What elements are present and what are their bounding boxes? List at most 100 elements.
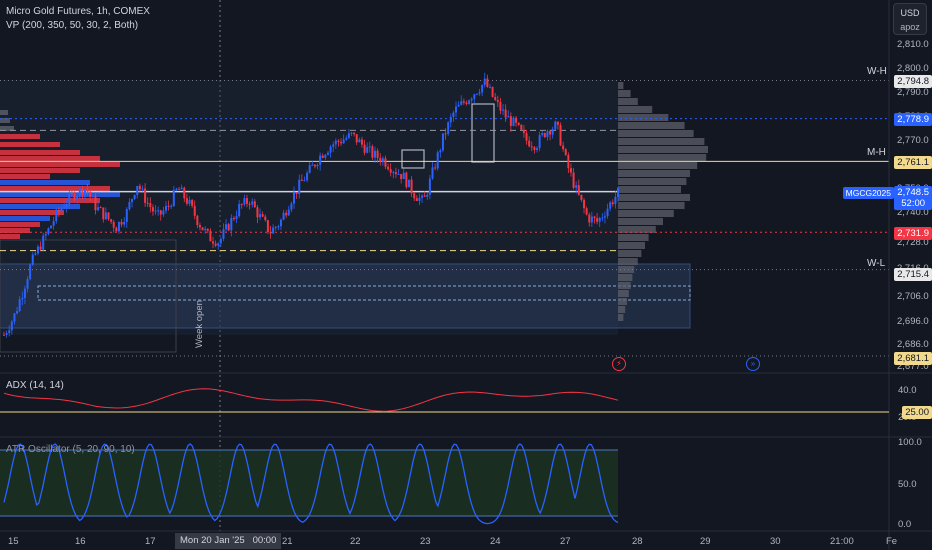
candle-body-0 (3, 334, 5, 336)
candle-body-16 (44, 234, 47, 236)
candle-body-39 (104, 212, 107, 220)
atr-line (3, 443, 619, 525)
candle-body-96 (253, 201, 256, 208)
price-box-wh: 2,794.8 (894, 75, 932, 88)
candle-body-165 (434, 167, 437, 169)
candle-body-41 (110, 219, 113, 222)
candle-body-85 (225, 224, 228, 230)
countdown: 52:00 (901, 198, 926, 209)
candle-body-57 (151, 207, 154, 212)
candle-body-212 (556, 121, 559, 125)
candle-body-219 (575, 185, 578, 188)
candle-body-195 (512, 117, 515, 126)
candle-body-97 (256, 207, 259, 218)
candle-body-80 (212, 241, 215, 244)
candle-body-42 (112, 221, 115, 228)
price-tick-11: 2,696.0 (897, 316, 929, 327)
vp-bar-left-2 (0, 126, 14, 131)
candle-body-86 (227, 224, 230, 231)
candle-body-68 (180, 187, 183, 190)
vp-bar-left-9 (0, 174, 50, 179)
candle-body-146 (384, 158, 387, 167)
price-box-wl: 2,715.4 (894, 268, 932, 281)
time-tick-3: 21 (282, 536, 293, 547)
currency-button[interactable]: USD apoz (893, 3, 927, 35)
candle-body-220 (577, 185, 580, 195)
candle-body-15 (42, 235, 45, 250)
candle-body-21 (57, 209, 60, 212)
vp-bar-left-16 (0, 216, 50, 221)
candle-body-26 (70, 193, 73, 195)
candle-body-183 (481, 84, 484, 93)
candle-body-62 (164, 205, 167, 211)
candle-body-112 (295, 192, 298, 194)
vp-bar-right-6 (618, 130, 694, 137)
candle-body-200 (525, 133, 528, 141)
vp-bar-right-13 (618, 186, 681, 193)
candle-body-118 (311, 164, 314, 166)
candle-body-30 (81, 188, 84, 196)
candle-body-213 (559, 124, 562, 146)
symbol-box: MGCG2025 (842, 187, 894, 199)
cursor-time-label: Mon 20 Jan '25 00:00 (175, 533, 282, 549)
atr-tick-2: 0.0 (898, 519, 911, 530)
candle-body-4 (13, 313, 16, 322)
highlight-box-2 (401, 149, 425, 169)
candle-body-133 (350, 132, 353, 134)
vp-bar-right-0 (618, 82, 624, 89)
candle-body-53 (141, 188, 144, 190)
price-tick-2: 2,790.0 (897, 87, 929, 98)
candle-body-49 (131, 198, 134, 203)
time-tick-10: 30 (770, 536, 781, 547)
vp-bar-right-19 (618, 234, 649, 241)
level-label-mh: M-H (867, 147, 886, 158)
candle-body-109 (287, 209, 290, 216)
candle-body-130 (342, 139, 345, 144)
candle-body-65 (172, 189, 175, 207)
candle-body-7 (21, 298, 24, 300)
candle-body-131 (345, 137, 348, 140)
candle-body-187 (491, 86, 494, 97)
candle-body-114 (300, 179, 303, 181)
candle-body-126 (332, 144, 335, 147)
candle-body-125 (329, 146, 332, 153)
atr-tick-1: 50.0 (898, 479, 917, 490)
candle-body-71 (188, 199, 191, 204)
candle-body-104 (274, 226, 277, 228)
candle-body-192 (504, 109, 507, 118)
candle-body-8 (23, 288, 26, 299)
candle-body-95 (251, 201, 254, 205)
candle-body-227 (596, 218, 599, 222)
price-tick-1: 2,800.0 (897, 63, 929, 74)
time-tick-1: 16 (75, 536, 86, 547)
candle-body-129 (340, 141, 343, 144)
candle-body-122 (321, 155, 324, 158)
candle-body-93 (245, 198, 248, 204)
candle-body-24 (65, 203, 68, 208)
candle-body-27 (73, 193, 76, 200)
vp-bar-right-20 (618, 242, 645, 249)
candle-body-169 (444, 133, 447, 135)
candle-body-188 (494, 96, 497, 100)
candle-body-170 (447, 122, 450, 134)
candle-body-177 (465, 102, 468, 104)
candle-body-34 (91, 196, 94, 198)
atr-label: ATR Oscillator (5, 20, 90, 10) (6, 444, 135, 455)
candle-body-43 (115, 227, 118, 232)
candle-body-181 (475, 93, 478, 95)
candle-body-84 (222, 229, 225, 239)
candle-body-63 (167, 205, 170, 207)
lightning-icon[interactable]: ⚡ (612, 357, 626, 371)
candle-body-147 (387, 166, 390, 170)
candle-body-224 (588, 214, 591, 223)
candle-body-115 (303, 180, 306, 182)
candle-body-143 (376, 150, 379, 158)
candle-body-101 (266, 220, 269, 233)
candle-body-54 (144, 188, 147, 203)
candle-body-116 (306, 172, 309, 181)
candle-body-176 (462, 101, 465, 103)
go-to-realtime-icon[interactable]: » (746, 357, 760, 371)
candle-body-214 (562, 145, 565, 150)
candle-body-211 (554, 121, 557, 130)
